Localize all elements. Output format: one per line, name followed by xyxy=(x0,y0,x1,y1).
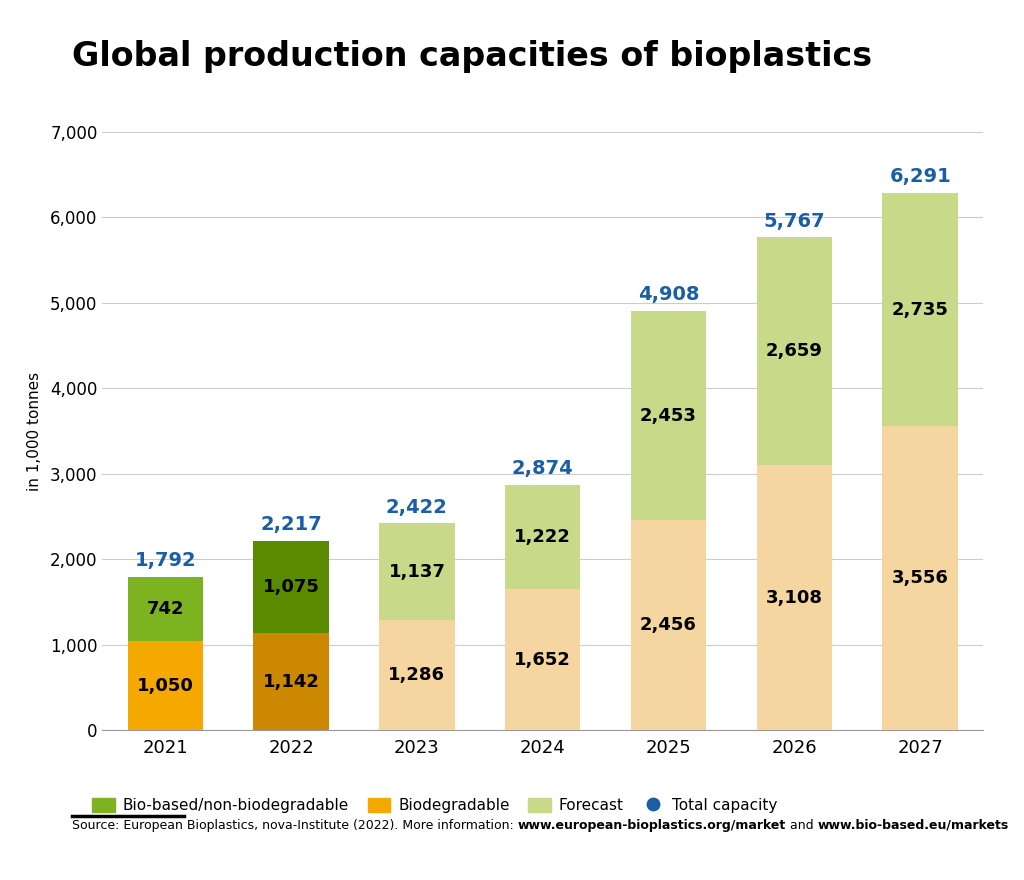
Text: 1,792: 1,792 xyxy=(134,552,197,570)
Bar xyxy=(631,520,707,730)
Text: 3,108: 3,108 xyxy=(766,589,823,606)
Bar xyxy=(379,620,455,730)
Text: 2,453: 2,453 xyxy=(640,407,697,424)
Bar xyxy=(128,577,203,641)
Text: 1,050: 1,050 xyxy=(137,677,194,694)
Text: 6,291: 6,291 xyxy=(889,167,951,186)
Text: 742: 742 xyxy=(146,600,184,618)
Text: 1,075: 1,075 xyxy=(263,578,319,596)
Text: Source: European Bioplastics, nova-Institute (2022). More information:: Source: European Bioplastics, nova-Insti… xyxy=(72,818,517,832)
Bar xyxy=(128,641,203,730)
Text: 2,217: 2,217 xyxy=(260,515,322,534)
Text: 4,908: 4,908 xyxy=(638,285,699,304)
Bar xyxy=(757,465,833,730)
Bar xyxy=(883,193,957,427)
Bar xyxy=(883,427,957,730)
Text: 2,456: 2,456 xyxy=(640,616,697,634)
Bar xyxy=(253,633,329,730)
Text: 1,652: 1,652 xyxy=(514,651,571,669)
Text: 2,874: 2,874 xyxy=(512,458,573,478)
Text: 1,142: 1,142 xyxy=(263,672,319,691)
Text: www.bio-based.eu/markets: www.bio-based.eu/markets xyxy=(817,818,1009,832)
Text: 3,556: 3,556 xyxy=(892,569,948,588)
Text: 2,659: 2,659 xyxy=(766,342,822,360)
Text: 2,422: 2,422 xyxy=(386,497,447,517)
Bar xyxy=(631,311,707,520)
Text: 5,767: 5,767 xyxy=(764,211,825,231)
Bar xyxy=(505,590,581,730)
Bar xyxy=(379,524,455,620)
Legend: Bio-based/non-biodegradable, Biodegradable, Forecast, Total capacity: Bio-based/non-biodegradable, Biodegradab… xyxy=(92,798,778,813)
Text: www.european-bioplastics.org/market: www.european-bioplastics.org/market xyxy=(517,818,785,832)
Text: and: and xyxy=(785,818,817,832)
Text: 2,735: 2,735 xyxy=(892,300,948,319)
Bar xyxy=(757,238,833,465)
Bar xyxy=(505,485,581,590)
Text: Global production capacities of bioplastics: Global production capacities of bioplast… xyxy=(72,40,871,72)
Text: 1,286: 1,286 xyxy=(388,666,445,685)
Text: 1,222: 1,222 xyxy=(514,528,571,546)
Text: 1,137: 1,137 xyxy=(388,563,445,581)
Y-axis label: in 1,000 tonnes: in 1,000 tonnes xyxy=(27,371,42,491)
Bar xyxy=(253,541,329,633)
